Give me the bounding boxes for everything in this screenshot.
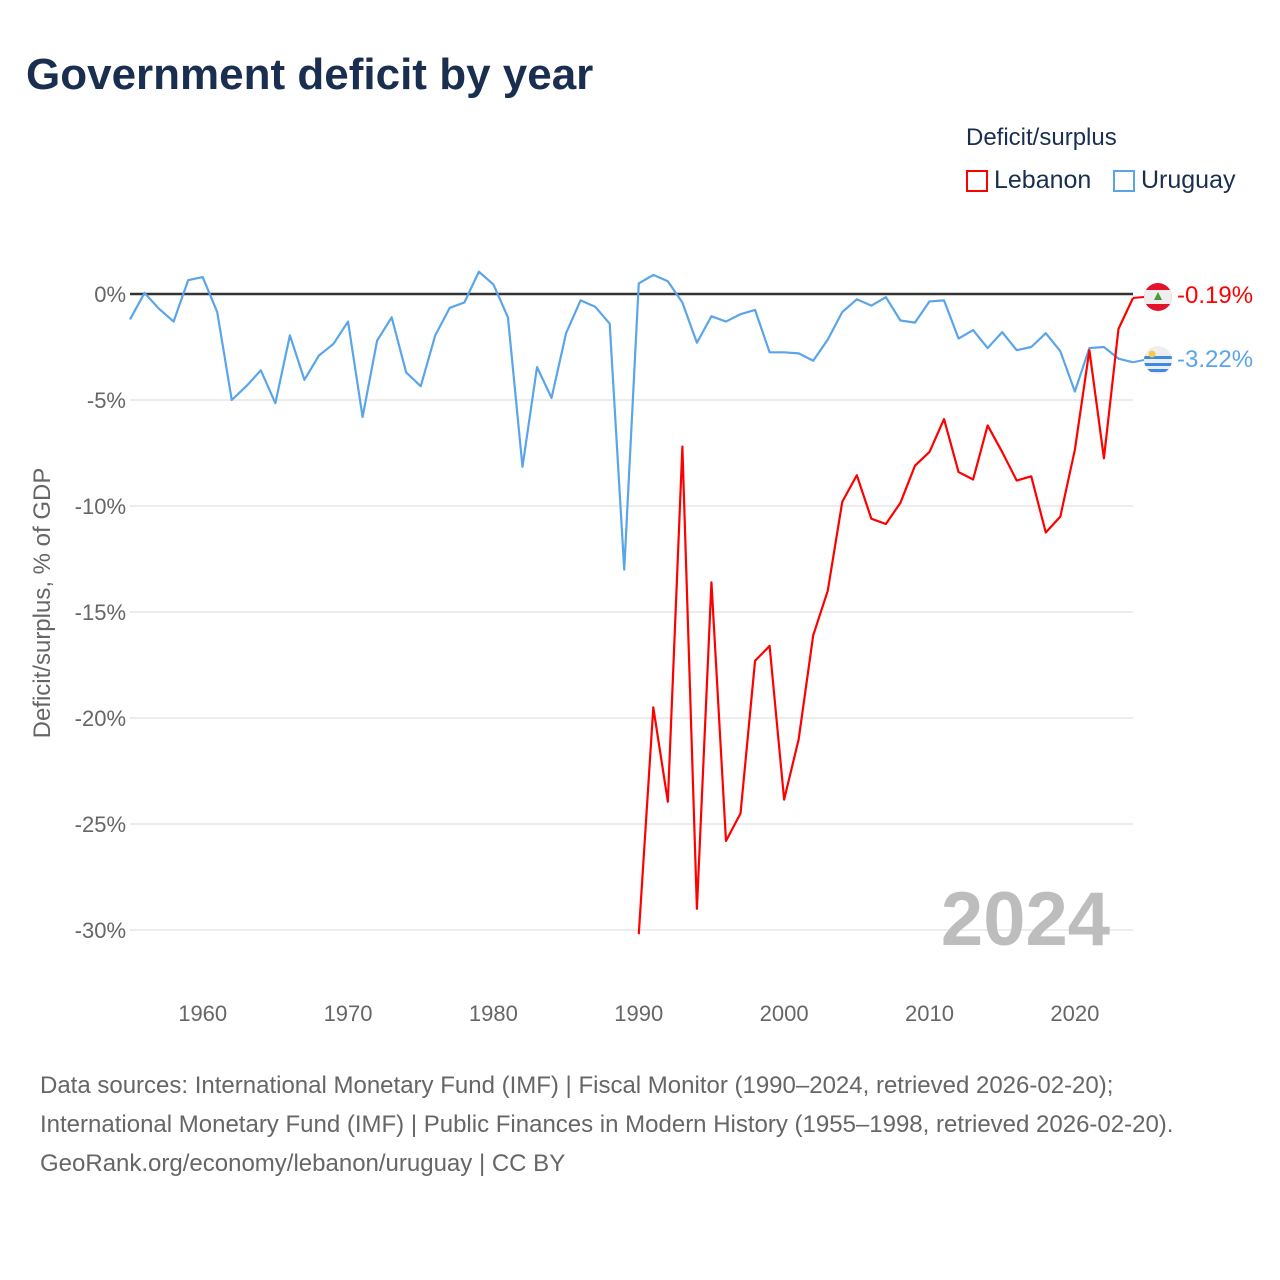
x-tick-label: 1970: [324, 1001, 373, 1026]
legend-title: Deficit/surplus: [966, 124, 1117, 151]
series-line-uruguay: [129, 270, 1134, 571]
y-tick-label: -5%: [87, 388, 126, 413]
legend-label-lebanon: Lebanon: [994, 166, 1092, 194]
legend-item-lebanon[interactable]: Lebanon: [966, 166, 1091, 195]
plot-area: 0% -5% -10% -15% -20% -25% -30% 1960 1970 1980 199…: [29, 270, 1253, 1026]
year-watermark: 2024: [941, 877, 1110, 962]
y-tick-label: 0%: [94, 282, 126, 307]
legend-swatch-lebanon: [966, 169, 988, 192]
end-connector-lebanon: [1132, 296, 1145, 300]
lebanon-flag-icon: [1144, 283, 1172, 311]
credit-link[interactable]: GeoRank.org/economy/lebanon/uruguay | CC…: [40, 1150, 566, 1177]
x-tick-label: 2010: [905, 1001, 954, 1026]
uruguay-end-label: -3.22%: [1177, 346, 1253, 373]
data-sources: Data sources: International Monetary Fun…: [40, 1072, 1174, 1138]
y-tick-label: -20%: [75, 706, 126, 731]
uruguay-flag-icon: [1144, 346, 1172, 374]
series-line-lebanon: [637, 297, 1134, 935]
y-tick-label: -25%: [75, 812, 126, 837]
legend-item-uruguay[interactable]: Uruguay: [1113, 166, 1236, 195]
legend-swatch-uruguay: [1113, 169, 1135, 192]
chart-title: Government deficit by year: [26, 50, 594, 99]
y-tick-label: -10%: [75, 494, 126, 519]
y-tick-label: -15%: [75, 600, 126, 625]
y-axis-label: Deficit/surplus, % of GDP: [29, 468, 56, 739]
x-tick-label: 2020: [1050, 1001, 1099, 1026]
x-tick-label: 1960: [178, 1001, 227, 1026]
legend-label-uruguay: Uruguay: [1141, 166, 1236, 194]
x-tick-label: 1980: [469, 1001, 518, 1026]
lebanon-end-label: -0.19%: [1177, 282, 1253, 309]
end-connector-uruguay: [1132, 359, 1145, 364]
y-tick-label: -30%: [75, 918, 126, 943]
x-tick-label: 1990: [614, 1001, 663, 1026]
footer: Data sources: International Monetary Fun…: [40, 1066, 1240, 1183]
x-tick-label: 2000: [760, 1001, 809, 1026]
